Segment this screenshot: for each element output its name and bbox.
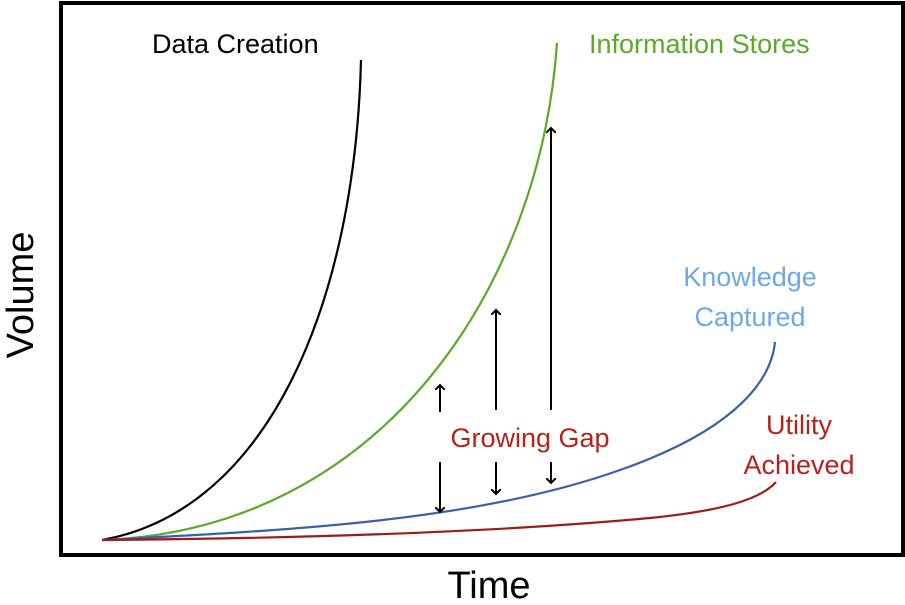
series-label-utility-achieved-line-2: Achieved bbox=[743, 450, 854, 480]
series-line-data-creation bbox=[101, 59, 363, 542]
series-label-knowledge-captured-line-2: Captured bbox=[694, 302, 805, 332]
series-line-knowledge-captured bbox=[101, 341, 777, 542]
series-line-information-stores bbox=[101, 42, 559, 542]
y-axis-title: Volume bbox=[0, 232, 42, 359]
series-label-knowledge-captured-line-1: Knowledge bbox=[683, 262, 817, 292]
plot-frame bbox=[59, 1, 905, 557]
series-label-data-creation: Data Creation bbox=[152, 29, 319, 59]
x-axis-title: Time bbox=[447, 565, 530, 605]
series-line-utility-achieved bbox=[101, 481, 777, 542]
annotation-growing-gap: Growing Gap bbox=[450, 423, 609, 453]
series-label-information-stores: Information Stores bbox=[589, 29, 810, 59]
series-label-utility-achieved-line-1: Utility bbox=[766, 410, 832, 440]
